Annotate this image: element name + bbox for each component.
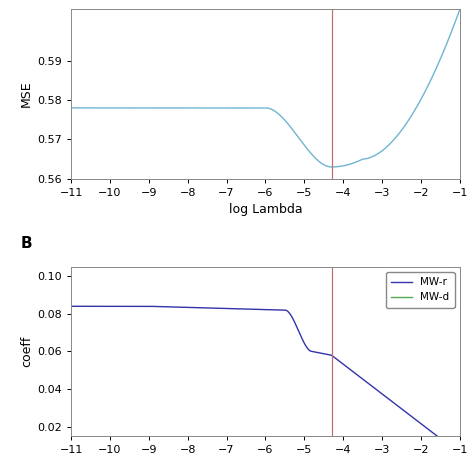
- MW-r: [234, 306, 240, 311]
- Legend: MW-r, MW-d: MW-r, MW-d: [386, 272, 455, 308]
- X-axis label: log Lambda: log Lambda: [228, 203, 302, 216]
- MW-r: [68, 303, 74, 309]
- MW-d: [457, 460, 463, 465]
- MW-d: [449, 460, 455, 465]
- MW-d: [68, 460, 74, 465]
- MW-d: [113, 460, 118, 465]
- MW-r: [449, 445, 455, 450]
- MW-r: [113, 303, 118, 309]
- MW-d: [234, 460, 240, 465]
- MW-r: [136, 303, 141, 309]
- MW-d: [408, 460, 413, 465]
- MW-d: [136, 460, 141, 465]
- Text: B: B: [20, 237, 32, 251]
- MW-r: [457, 451, 463, 456]
- Y-axis label: coeff: coeff: [20, 336, 33, 367]
- MW-r: [217, 305, 223, 311]
- MW-d: [217, 460, 223, 465]
- Line: MW-r: MW-r: [71, 306, 460, 454]
- Y-axis label: MSE: MSE: [20, 81, 33, 108]
- MW-r: [408, 413, 413, 419]
